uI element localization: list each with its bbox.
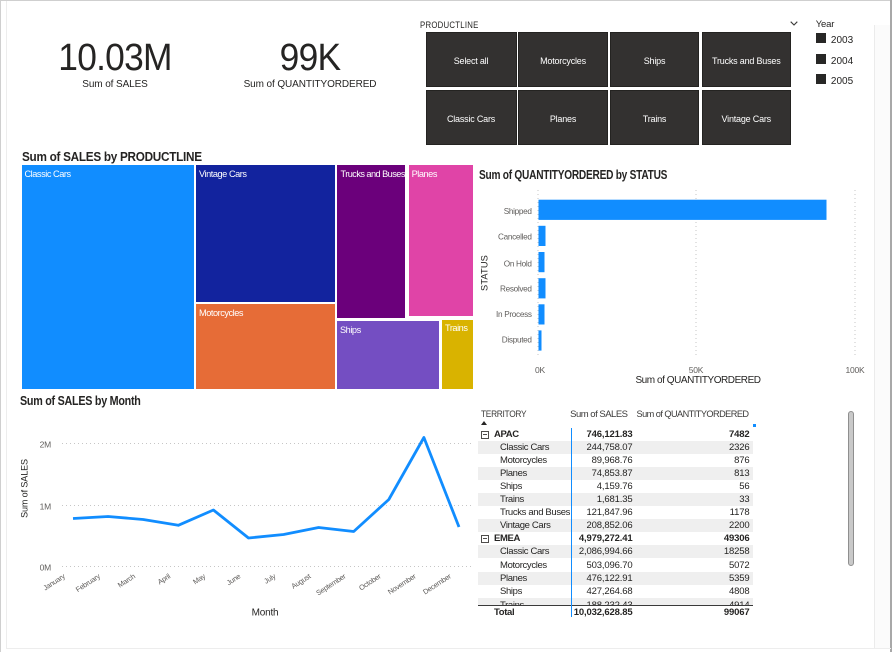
svg-text:Disputed: Disputed	[502, 336, 533, 345]
svg-text:1M: 1M	[40, 502, 52, 512]
svg-text:50K: 50K	[689, 365, 704, 375]
svg-text:October: October	[357, 571, 383, 592]
svg-text:100K: 100K	[845, 365, 865, 375]
svg-text:August: August	[289, 572, 312, 591]
svg-text:Shipped: Shipped	[504, 207, 533, 216]
svg-text:June: June	[225, 572, 242, 588]
svg-text:Cancelled: Cancelled	[498, 233, 532, 242]
svg-text:STATUS: STATUS	[480, 255, 490, 291]
svg-text:2M: 2M	[40, 440, 52, 450]
svg-text:July: July	[262, 571, 277, 585]
svg-text:May: May	[191, 571, 207, 586]
svg-text:January: January	[41, 571, 67, 592]
svg-text:Month: Month	[252, 608, 279, 619]
svg-text:Resolved: Resolved	[500, 285, 532, 294]
svg-text:December: December	[421, 571, 453, 596]
svg-text:Sum of SALES: Sum of SALES	[20, 459, 30, 518]
svg-text:In Process: In Process	[496, 310, 532, 319]
svg-text:On Hold: On Hold	[504, 259, 533, 268]
svg-text:February: February	[74, 571, 102, 594]
svg-text:April: April	[156, 571, 173, 586]
svg-text:0K: 0K	[535, 365, 546, 375]
svg-text:Sum of QUANTITYORDERED: Sum of QUANTITYORDERED	[635, 375, 760, 386]
svg-text:September: September	[314, 571, 348, 597]
svg-text:March: March	[116, 572, 137, 590]
svg-text:0M: 0M	[40, 563, 52, 573]
svg-text:November: November	[386, 571, 418, 596]
